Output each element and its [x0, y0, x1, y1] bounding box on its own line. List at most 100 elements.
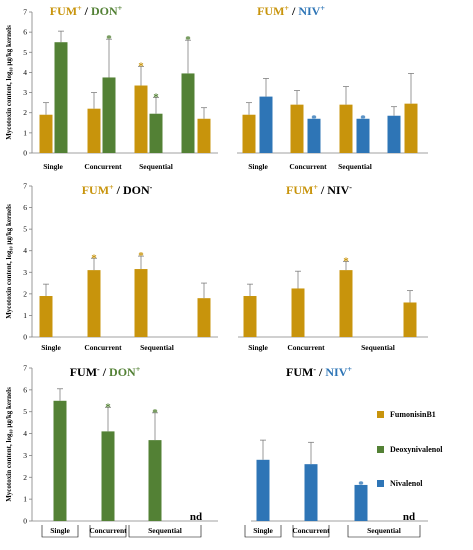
- chart-title-superscript: -: [349, 183, 352, 192]
- y-tick-label: 5: [23, 407, 27, 416]
- y-tick-label: 4: [23, 68, 27, 77]
- bar-deoxynivalenol: [53, 400, 67, 521]
- bar-deoxynivalenol: [54, 42, 68, 153]
- chart-title: FUM+ / DON+: [50, 4, 123, 19]
- group-label: Sequential: [361, 343, 395, 352]
- y-axis-label: Mycotoxin content, log₁₀ µg/kg kernels: [5, 204, 13, 319]
- y-tick-label: 4: [23, 246, 27, 255]
- chart-panel-1: 0 1 2 3 4 5 6 7 Mycotoxin content, log₁₀ µg/kg k…: [5, 4, 218, 171]
- y-axis-label: Mycotoxin content, log₁₀ µg/kg kernels: [5, 387, 13, 502]
- bar-fumonisinb1: [197, 298, 211, 337]
- y-tick-label: 4: [23, 429, 27, 438]
- y-tick-label: 2: [23, 108, 27, 117]
- bar-deoxynivalenol: [149, 113, 163, 153]
- chart-title-part: /: [318, 183, 327, 197]
- chart-title-part: NIV: [327, 183, 349, 197]
- bar-fumonisinb1: [197, 118, 211, 153]
- y-tick-label: 5: [23, 48, 27, 57]
- bar-fumonisinb1: [403, 302, 417, 337]
- chart-title-part: FUM: [257, 4, 284, 18]
- chart-title-superscript: -: [150, 183, 153, 192]
- chart-title-part: FUM: [50, 4, 77, 18]
- group-bracket: [128, 525, 202, 538]
- group-bracket: [41, 525, 79, 538]
- y-tick-label: 7: [23, 8, 27, 17]
- group-label: Concurrent: [84, 162, 122, 171]
- group-label: Single: [43, 162, 63, 171]
- chart-title: FUM+ / DON-: [82, 183, 153, 198]
- bar-fumonisinb1: [339, 104, 353, 153]
- y-tick-label: 3: [23, 268, 27, 277]
- legend-label: Nivalenol: [390, 479, 423, 488]
- chart-title-part: /: [289, 4, 298, 18]
- chart-title-part: FUM: [286, 183, 313, 197]
- y-tick-label: 0: [23, 149, 27, 158]
- chart-title-part: /: [114, 183, 123, 197]
- significance-star: *: [138, 250, 144, 262]
- group-label: Sequential: [139, 162, 173, 171]
- group-label: Concurrent: [292, 526, 330, 535]
- group-label: Single: [41, 343, 61, 352]
- bar-fumonisinb1: [291, 288, 305, 337]
- y-tick-label: 3: [23, 451, 27, 460]
- chart-title-superscript: +: [313, 183, 318, 192]
- chart-title: FUM+ / NIV-: [286, 183, 352, 198]
- y-tick-label: 6: [23, 385, 27, 394]
- bar-nivalenol: [256, 459, 270, 521]
- y-tick-label: 2: [23, 289, 27, 298]
- legend-swatch-deoxynivalenol: [377, 446, 384, 453]
- significance-star: *: [106, 33, 112, 45]
- chart-title-part: DON: [123, 183, 150, 197]
- significance-star: *: [153, 92, 159, 104]
- not-detected-label: nd: [403, 511, 415, 523]
- group-label: Concurrent: [84, 343, 122, 352]
- bar-fumonisinb1: [39, 296, 53, 337]
- bar-nivalenol: [307, 118, 321, 153]
- bar-fumonisinb1: [242, 114, 256, 153]
- chart-panel-4: FUM+ / NIV- * Single Concurrent Sequential: [238, 183, 428, 352]
- group-label: Sequential: [140, 343, 174, 352]
- group-bracket: [89, 525, 127, 538]
- significance-star: *: [358, 479, 364, 491]
- bar-fumonisinb1: [87, 270, 101, 337]
- bar-deoxynivalenol: [181, 73, 195, 153]
- group-label: Concurrent: [287, 343, 325, 352]
- legend-swatch-fumonisinb1: [377, 411, 384, 418]
- group-label: Concurrent: [89, 526, 127, 535]
- bar-fumonisinb1: [39, 114, 53, 153]
- group-label: Single: [248, 343, 268, 352]
- y-tick-label: 1: [23, 128, 27, 137]
- chart-title-part: NIV: [298, 4, 320, 18]
- bar-fumonisinb1: [87, 108, 101, 153]
- chart-title-superscript: -: [313, 365, 316, 374]
- significance-star: *: [138, 60, 144, 72]
- group-label: Sequential: [148, 526, 182, 535]
- legend-swatch-nivalenol: [377, 480, 384, 487]
- significance-star: *: [152, 407, 158, 419]
- chart-panels: 0 1 2 3 4 5 6 7 Mycotoxin content, log₁₀ µg/kg k…: [5, 4, 428, 538]
- group-label: Sequential: [338, 162, 372, 171]
- bar-fumonisinb1: [290, 104, 304, 153]
- bar-fumonisinb1: [339, 270, 353, 337]
- y-tick-label: 3: [23, 88, 27, 97]
- bar-nivalenol: [259, 96, 273, 153]
- y-tick-label: 7: [23, 182, 27, 191]
- legend-label: Deoxynivalenol: [390, 445, 443, 454]
- group-bracket: [292, 525, 330, 538]
- bar-fumonisinb1: [243, 296, 257, 337]
- bar-fumonisinb1: [404, 103, 418, 153]
- chart-title-part: FUM: [286, 365, 313, 379]
- y-tick-label: 7: [23, 364, 27, 373]
- y-axis-label: Mycotoxin content, log₁₀ µg/kg kernels: [5, 25, 13, 140]
- chart-title-superscript: +: [77, 4, 82, 13]
- bar-deoxynivalenol: [148, 440, 162, 521]
- group-label: Single: [253, 526, 273, 535]
- group-bracket: [347, 525, 421, 538]
- chart-title: FUM- / NIV+: [286, 365, 352, 380]
- chart-title-superscript: +: [320, 4, 325, 13]
- bar-nivalenol: [304, 464, 318, 521]
- chart-panel-3: 0 1 2 3 4 5 6 7 Mycotoxin content, log₁₀ µg/kg k…: [5, 182, 218, 352]
- chart-title-superscript: +: [118, 4, 123, 13]
- chart-title: FUM- / DON+: [70, 365, 141, 380]
